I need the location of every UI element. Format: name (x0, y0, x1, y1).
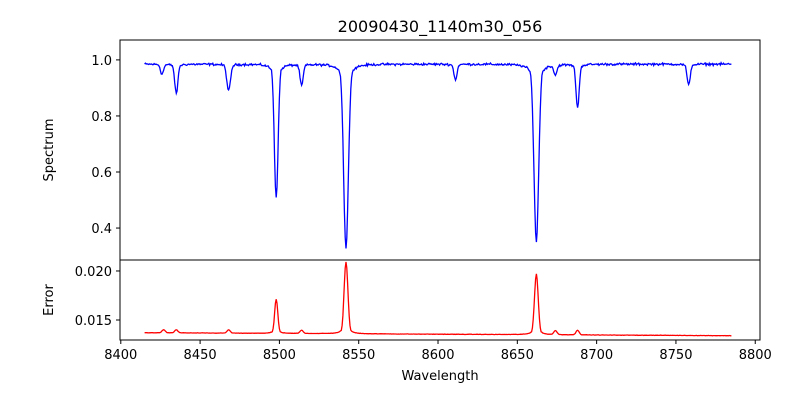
chart-title: 20090430_1140m30_056 (338, 17, 543, 37)
error-line (144, 261, 732, 337)
error-axes-frame (119, 259, 761, 341)
x-tick-label: 8500 (263, 348, 296, 363)
x-tick-label: 8550 (342, 348, 375, 363)
error-panel: 0.015 0.020 8400 8450 8500 8550 8600 8650 8700 87… (75, 261, 772, 363)
x-tick-label: 8700 (580, 348, 613, 363)
y-tick-label: 0.020 (75, 265, 112, 280)
spectrum-panel: 0.4 0.6 0.8 1.0 (91, 54, 732, 249)
spectrum-y-label: Spectrum (42, 119, 57, 182)
x-tick-label: 8750 (659, 348, 692, 363)
y-tick-label: 0.4 (91, 222, 112, 237)
x-tick-label: 8800 (739, 348, 772, 363)
x-tick-label: 8600 (421, 348, 454, 363)
error-y-label: Error (42, 284, 57, 316)
y-tick-label: 0.6 (91, 166, 112, 181)
x-tick-label: 8650 (501, 348, 534, 363)
x-tick-label: 8450 (184, 348, 217, 363)
y-tick-label: 0.8 (91, 110, 112, 125)
y-tick-label: 0.015 (75, 314, 112, 329)
spectrum-line (144, 61, 732, 249)
x-axis-label: Wavelength (401, 369, 478, 384)
y-tick-label: 1.0 (91, 54, 112, 69)
x-tick-label: 8400 (104, 348, 137, 363)
